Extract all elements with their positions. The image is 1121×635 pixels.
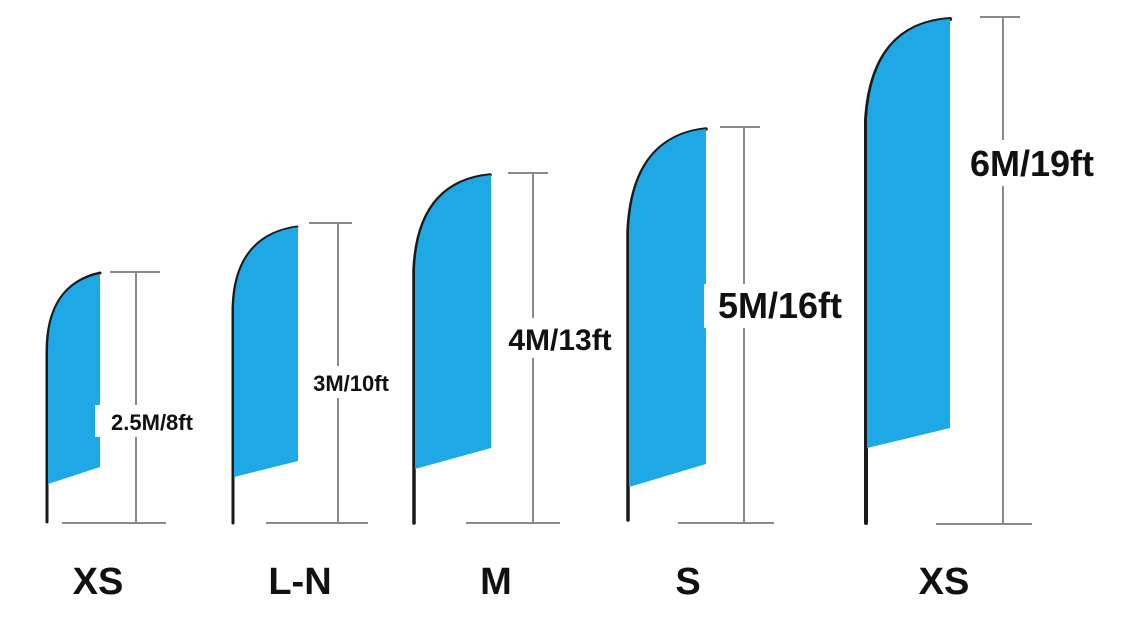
flag-banner-4 bbox=[629, 129, 706, 487]
flag-banner-1 bbox=[48, 274, 100, 484]
flag-group-1: 2.5M/8ft XS bbox=[45, 271, 207, 603]
height-label-bg-4 bbox=[704, 284, 856, 328]
flag-pole-3 bbox=[412, 173, 492, 525]
flag-pole-2 bbox=[231, 225, 299, 525]
size-label-1: XS bbox=[73, 561, 124, 603]
height-label-5: 6M/19ft bbox=[970, 143, 1094, 184]
flag-group-2: 3M/10ft L-N bbox=[231, 222, 406, 603]
flag-group-5: 6M/19ft XS bbox=[864, 16, 1110, 603]
flag-pole-1 bbox=[45, 271, 102, 524]
height-label-3: 4M/13ft bbox=[508, 324, 611, 357]
size-label-4: S bbox=[675, 561, 700, 603]
height-label-2: 3M/10ft bbox=[313, 371, 389, 396]
height-label-1: 2.5M/8ft bbox=[111, 410, 194, 435]
size-label-2: L-N bbox=[268, 561, 331, 603]
height-label-4: 5M/16ft bbox=[718, 285, 842, 326]
size-label-3: M bbox=[480, 561, 512, 603]
flag-group-3: 4M/13ft M bbox=[412, 172, 626, 603]
height-label-bg-3 bbox=[494, 318, 626, 358]
flag-banner-5 bbox=[867, 19, 950, 448]
height-label-bg-1 bbox=[95, 405, 207, 437]
flag-group-4: 5M/16ft S bbox=[626, 126, 856, 603]
flag-banner-2 bbox=[234, 227, 298, 477]
height-label-bg-2 bbox=[298, 366, 406, 398]
height-label-bg-5 bbox=[954, 140, 1110, 186]
size-label-5: XS bbox=[919, 561, 970, 603]
flag-banner-3 bbox=[415, 175, 491, 469]
